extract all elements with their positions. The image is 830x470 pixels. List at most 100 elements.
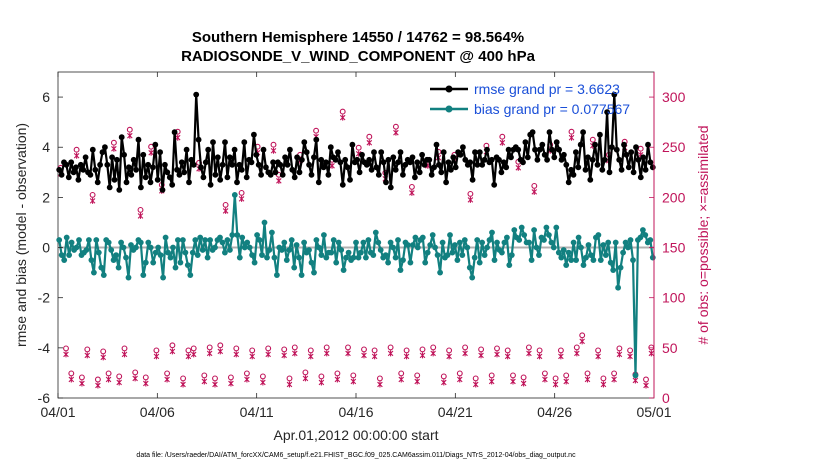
obs-possible-marker [536,347,543,354]
rmse-point [114,156,120,163]
obs-possible-marker [627,347,634,354]
legend-bias-label: bias grand pr = 0.077567 [474,101,630,117]
obs-assimilated-marker [318,379,325,386]
obs-assimilated-marker [185,353,192,360]
rmse-point [217,176,224,183]
obs-assimilated-marker [409,189,415,196]
rmse-point [181,169,188,176]
rmse-point [368,166,375,173]
bias-point [86,237,92,243]
bias-point [350,254,357,261]
bias-point [338,247,345,253]
obs-possible-marker [472,375,479,382]
obs-assimilated-marker [276,177,282,184]
bias-point [212,244,218,251]
rmse-point [222,139,228,146]
obs-assimilated-marker [201,378,208,385]
bias-point [506,262,513,268]
rmse-point [503,164,510,171]
y-tick-label: 6 [42,89,50,105]
rmse-point [621,141,627,148]
rmse-point [224,174,231,181]
obs-possible-marker [313,127,320,134]
rmse-point [476,149,483,156]
rmse-point [75,176,82,183]
bias-point [531,227,537,233]
bias-point [160,274,167,281]
bias-point [120,244,127,251]
obs-possible-marker [89,191,96,198]
bias-point [251,259,258,266]
rmse-point [407,159,413,166]
obs-assimilated-marker [249,353,256,360]
rmse-point [97,161,103,168]
obs-assimilated-marker [371,353,378,360]
rmse-point [452,164,459,171]
rmse-point [347,176,353,183]
bias-point [464,244,471,251]
bias-point [83,247,90,253]
bias-point [95,249,102,256]
obs-assimilated-marker [595,353,601,360]
obs-possible-marker [510,372,516,379]
bias-point [88,257,95,263]
rmse-point [371,149,377,156]
obs-assimilated-marker [632,377,639,384]
obs-possible-marker [520,374,527,381]
rmse-point [570,171,577,178]
bias-point [123,254,129,261]
bias-point [246,244,253,251]
obs-assimilated-marker [329,162,335,169]
rmse-point [174,166,180,173]
bias-point [622,239,629,246]
obs-assimilated-marker [414,378,420,385]
obs-possible-marker [573,344,580,351]
obs-assimilated-marker [105,376,112,383]
rmse-point [359,151,365,158]
obs-assimilated-marker [441,379,447,386]
obs-possible-marker [355,144,362,151]
rmse-point [479,161,486,168]
bias-point [363,254,369,261]
data-file-footnote: data file: /Users/raeder/DAI/ATM_forcXX/… [136,452,576,459]
obs-possible-marker [600,375,607,382]
obs-possible-marker [643,376,649,383]
obs-assimilated-marker [419,352,426,359]
rmse-point [77,161,84,168]
bias-point [93,237,100,243]
bias-point [98,264,105,271]
obs-assimilated-marker [446,353,452,360]
obs-assimilated-marker [488,378,495,385]
rmse-point [128,171,135,178]
rmse-point [106,184,113,191]
obs-possible-marker [403,347,410,354]
obs-possible-marker [334,370,341,377]
rmse-point [238,166,245,173]
obs-assimilated-marker [95,382,101,389]
obs-assimilated-marker [611,376,617,383]
rmse-point [640,154,647,161]
bias-point [147,244,154,251]
obs-assimilated-marker [222,207,229,214]
bias-point [162,234,169,241]
obs-assimilated-marker [169,348,176,355]
bias-point [536,252,542,258]
obs-assimilated-marker [568,134,575,141]
rmse-point [138,184,144,191]
rmse-point [306,161,312,168]
rmse-point [575,164,582,171]
rmse-point [251,131,257,138]
bias-point [541,237,547,243]
bias-point [607,259,614,266]
bias-point [217,234,223,241]
rmse-point [649,164,656,171]
obs-assimilated-marker [190,351,197,358]
rmse-point [202,159,209,166]
obs-assimilated-marker [398,376,405,383]
rmse-point [166,174,173,181]
bias-point [489,229,495,236]
rmse-point [440,149,447,156]
bias-point [479,239,485,246]
rmse-point [339,181,346,188]
obs-assimilated-marker [143,380,149,387]
